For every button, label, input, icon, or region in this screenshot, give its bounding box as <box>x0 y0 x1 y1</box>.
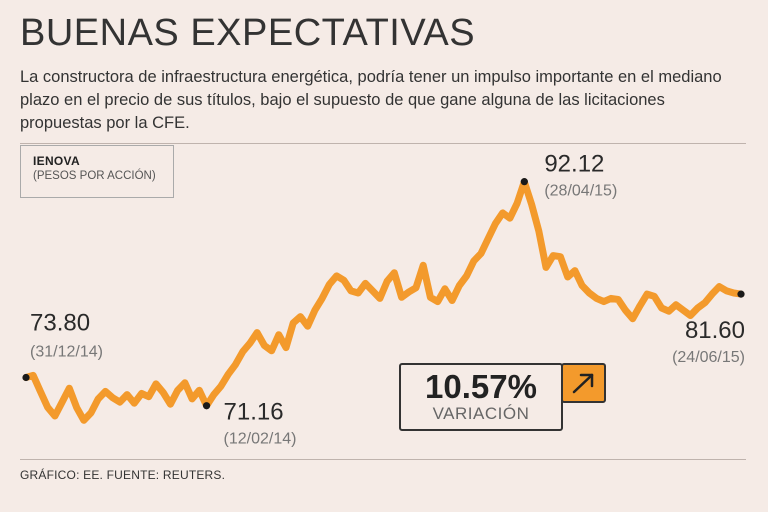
arrow-up-right-icon <box>561 363 606 403</box>
data-label-low-value: 71.16 <box>224 399 284 426</box>
data-label-start-value: 73.80 <box>30 310 90 337</box>
data-label-end-date: (24/06/15) <box>672 349 745 366</box>
marker-low <box>202 402 211 410</box>
marker-end <box>737 290 745 298</box>
marker-peak <box>520 178 528 186</box>
chart-description: La constructora de infraestructura energ… <box>20 68 722 132</box>
data-label-low-date: (12/02/14) <box>224 431 297 448</box>
chart-title: BUENAS EXPECTATIVAS <box>20 12 476 54</box>
marker-start <box>22 373 30 382</box>
variation-box: 10.57% VARIACIÓN <box>399 363 563 431</box>
data-label-start-date: (31/12/14) <box>30 344 103 361</box>
data-label-end-value: 81.60 <box>685 317 745 344</box>
line-chart: 73.80 (31/12/14) 71.16 (12/02/14) 92.12 (28/0… <box>0 146 768 460</box>
legend-ticker: IENOVA <box>33 154 80 168</box>
variation-label: VARIACIÓN <box>432 404 530 423</box>
legend-unit: (PESOS POR ACCIÓN) <box>33 170 156 182</box>
data-label-peak-value: 92.12 <box>544 151 604 178</box>
data-label-peak-date: (28/04/15) <box>544 183 617 200</box>
variation-value: 10.57% <box>425 368 537 405</box>
legend-box: IENOVA (PESOS POR ACCIÓN) <box>20 145 174 198</box>
series-line-ienova <box>22 178 745 424</box>
source-footer: GRÁFICO: EE. FUENTE: REUTERS. <box>20 468 226 482</box>
top-divider <box>20 143 746 144</box>
bottom-divider <box>20 459 746 460</box>
line-chart-svg: 73.80 (31/12/14) 71.16 (12/02/14) 92.12 (28/0… <box>22 151 745 448</box>
